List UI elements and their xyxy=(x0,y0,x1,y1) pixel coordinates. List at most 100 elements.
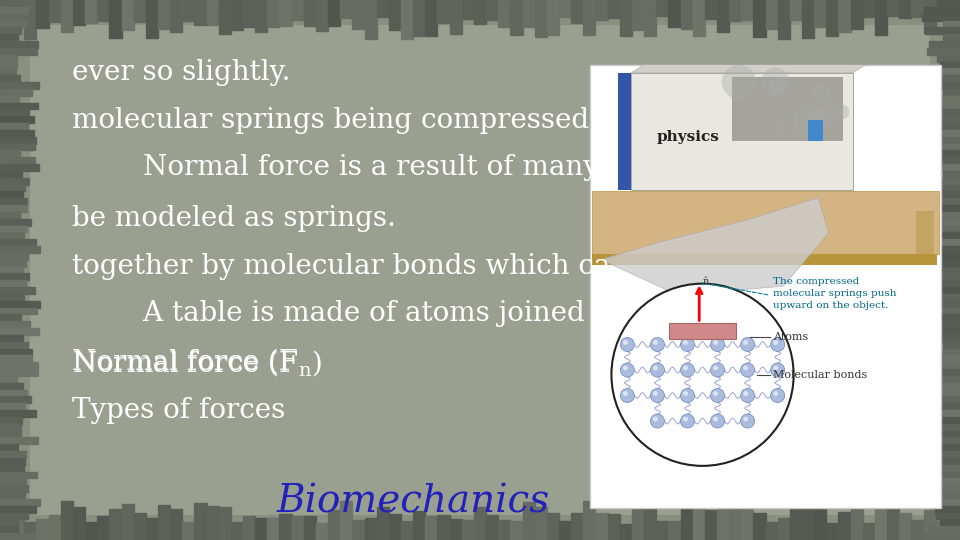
Text: A table is made of atoms joined: A table is made of atoms joined xyxy=(72,300,585,327)
Bar xyxy=(279,515,292,540)
Bar xyxy=(937,390,960,396)
Bar xyxy=(0,506,36,512)
Bar xyxy=(0,219,32,226)
Bar xyxy=(170,0,182,32)
Bar xyxy=(924,239,960,246)
Bar xyxy=(0,512,28,519)
Bar xyxy=(924,349,960,355)
Bar xyxy=(657,0,668,16)
Bar xyxy=(631,73,853,190)
Bar xyxy=(807,119,823,140)
Circle shape xyxy=(710,363,725,377)
Bar xyxy=(425,0,438,36)
Bar xyxy=(943,342,960,349)
Bar xyxy=(922,471,960,478)
Bar xyxy=(365,518,376,540)
Bar xyxy=(838,0,851,32)
Bar xyxy=(0,430,21,437)
Bar xyxy=(921,492,960,499)
Polygon shape xyxy=(631,65,866,73)
Bar xyxy=(206,505,219,540)
Bar xyxy=(942,137,960,144)
Circle shape xyxy=(740,338,755,352)
Bar xyxy=(584,501,595,540)
Circle shape xyxy=(722,65,756,99)
Bar xyxy=(0,116,34,123)
Bar xyxy=(934,191,960,198)
Bar xyxy=(778,0,790,39)
Bar xyxy=(535,0,547,37)
Bar xyxy=(900,0,911,17)
Bar xyxy=(0,376,17,383)
Bar xyxy=(267,0,279,27)
Bar xyxy=(547,0,559,35)
Bar xyxy=(935,157,960,164)
Bar xyxy=(170,509,182,540)
Bar xyxy=(0,260,26,267)
Bar xyxy=(928,130,960,137)
Bar xyxy=(941,369,960,376)
Bar xyxy=(729,504,741,540)
Bar xyxy=(887,0,900,16)
Circle shape xyxy=(684,391,688,396)
Bar xyxy=(669,323,735,340)
Bar xyxy=(0,355,32,362)
Bar xyxy=(0,267,23,273)
Bar xyxy=(0,342,28,349)
Bar xyxy=(924,362,960,369)
Bar xyxy=(219,507,231,540)
Circle shape xyxy=(743,340,748,345)
Text: Biomechanics: Biomechanics xyxy=(276,483,549,521)
Bar xyxy=(827,0,838,36)
Circle shape xyxy=(773,340,779,345)
Circle shape xyxy=(815,106,832,123)
Circle shape xyxy=(684,366,688,370)
Bar xyxy=(292,516,303,540)
Bar xyxy=(935,506,960,512)
Bar xyxy=(924,110,960,116)
Bar xyxy=(925,383,960,390)
Bar xyxy=(920,287,960,294)
Bar xyxy=(352,519,365,540)
Circle shape xyxy=(684,416,688,422)
Bar xyxy=(413,511,425,540)
Bar xyxy=(0,226,27,232)
Bar xyxy=(133,0,146,22)
Bar xyxy=(365,0,376,39)
Bar xyxy=(511,522,522,540)
Circle shape xyxy=(653,416,658,422)
Bar xyxy=(632,0,644,30)
Bar xyxy=(36,518,49,540)
Bar xyxy=(802,504,814,540)
Bar xyxy=(0,198,27,205)
Bar xyxy=(936,521,948,540)
Bar xyxy=(0,144,36,150)
Bar xyxy=(0,185,25,191)
Bar xyxy=(340,0,352,18)
Bar xyxy=(948,517,960,540)
Bar xyxy=(943,34,960,41)
Bar xyxy=(316,523,328,540)
Circle shape xyxy=(740,388,755,402)
Bar xyxy=(0,369,38,376)
Circle shape xyxy=(681,338,694,352)
Bar xyxy=(632,501,644,540)
Bar xyxy=(49,515,60,540)
Bar xyxy=(438,515,449,540)
Bar xyxy=(0,41,38,48)
Bar xyxy=(0,273,29,280)
Bar xyxy=(511,0,522,35)
Bar xyxy=(875,0,887,36)
Bar xyxy=(535,508,547,540)
Bar xyxy=(693,506,705,540)
Text: Normal force is a result of many: Normal force is a result of many xyxy=(72,154,599,181)
Circle shape xyxy=(743,391,748,396)
Bar xyxy=(0,390,27,396)
Circle shape xyxy=(623,391,628,396)
Bar xyxy=(0,205,27,212)
Bar xyxy=(938,410,960,417)
Bar xyxy=(376,508,389,540)
Circle shape xyxy=(743,366,748,370)
Circle shape xyxy=(771,363,784,377)
Circle shape xyxy=(710,388,725,402)
